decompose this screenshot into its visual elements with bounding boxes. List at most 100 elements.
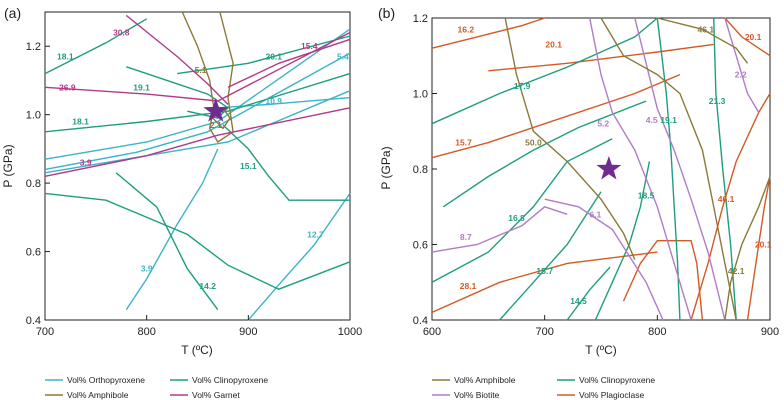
contour-label: 15.7	[455, 138, 472, 148]
star-marker	[203, 98, 229, 122]
contour-line	[431, 73, 681, 159]
legend-entry: Vol% Plagioclase	[579, 390, 644, 400]
contour-line	[431, 138, 613, 283]
contour-label: 19.1	[133, 82, 150, 92]
contour-label: 18.1	[57, 51, 74, 61]
contour-line	[222, 124, 350, 201]
star-marker	[596, 156, 622, 180]
legend-entry: Vol% Clinopyroxene	[579, 375, 655, 385]
contour-label: 2.1	[210, 120, 222, 130]
contour-label: 19.1	[660, 115, 677, 125]
contour-line	[125, 14, 229, 105]
contour-label: 18.5	[638, 190, 655, 200]
y-tick-label: 0.6	[26, 247, 41, 259]
x-tick-label: 700	[535, 326, 553, 338]
contour-line	[488, 43, 714, 72]
contour-line	[431, 17, 658, 125]
contour-line	[690, 93, 771, 321]
contour-label: 5.4	[337, 51, 349, 61]
contour-label: 16.2	[458, 24, 475, 34]
y-axis-label: P (GPa)	[1, 144, 15, 187]
contour-label: 21.3	[709, 96, 726, 106]
contour-line	[44, 72, 351, 133]
plot-frame	[44, 11, 351, 321]
contour-line	[746, 176, 771, 321]
contour-line	[44, 18, 148, 75]
contour-label: 2.2	[735, 70, 747, 80]
contour-line	[212, 107, 231, 130]
contour-label: 17.9	[514, 81, 531, 91]
panel-a: (a) 5.4 10.9 3.9 12.7 18.1 20.1 19.1 18.1 14.2 15…	[1, 5, 362, 400]
y-tick-label: 1.2	[26, 41, 41, 53]
contour-line	[44, 192, 351, 290]
contour-label: 3.9	[141, 264, 153, 274]
legend-entry: Vol% Orthopyroxene	[67, 375, 145, 385]
y-tick-label: 1.0	[26, 110, 41, 122]
panel-label: (a)	[4, 5, 21, 21]
x-tick-label: 1000	[338, 326, 362, 338]
contour-label: 20.1	[265, 51, 282, 61]
contour-label: 15.4	[301, 41, 318, 51]
plot-frame	[431, 17, 771, 321]
contour-line	[657, 17, 749, 64]
contour-line	[544, 198, 664, 321]
contour-line	[724, 17, 760, 113]
contour-label: 5.1	[195, 65, 207, 75]
star-icon	[203, 98, 229, 122]
contour-line	[504, 17, 636, 260]
y-tick-label: 0.4	[413, 315, 428, 327]
x-tick-label: 800	[137, 326, 155, 338]
x-axis-label: T (ºC)	[585, 343, 617, 357]
panel-b: (b) 16.2 20.1 15.7 28.1 20.1 46.1 20.1 17.9 16.8…	[378, 5, 779, 400]
x-tick-label: 900	[239, 326, 257, 338]
contour-line	[600, 17, 737, 321]
contour-lines	[431, 17, 771, 321]
contour-line	[125, 148, 219, 311]
axis-ticks: 600 700 800 900 0.4 0.6 0.8 1.0 1.2	[413, 13, 779, 338]
panel-label: (b)	[378, 5, 395, 21]
contour-line	[431, 206, 568, 253]
legend-entry: Vol% Amphibole	[67, 390, 129, 400]
contour-line	[115, 172, 219, 311]
contour-line	[442, 100, 647, 208]
x-axis-label: T (ºC)	[181, 343, 213, 357]
contour-line	[247, 193, 351, 321]
x-tick-label: 700	[36, 326, 54, 338]
contour-line	[44, 90, 351, 174]
contour-line	[589, 17, 692, 321]
legend-entry: Vol% Amphibole	[454, 375, 516, 385]
contour-line	[44, 52, 351, 171]
contour-label: 12.7	[307, 229, 324, 239]
y-tick-label: 0.8	[413, 164, 428, 176]
x-tick-label: 600	[423, 326, 441, 338]
contour-label: 50.0	[525, 138, 542, 148]
contour-line	[44, 31, 351, 102]
contour-label: 14.2	[199, 281, 216, 291]
contour-label: 8.7	[460, 232, 472, 242]
legend-entry: Vol% Biotite	[454, 390, 500, 400]
contour-line	[656, 17, 681, 321]
legend: Vol% Amphibole Vol% Clinopyroxene Vol% Bio…	[432, 375, 655, 400]
star-icon	[596, 156, 622, 180]
x-tick-label: 900	[761, 326, 779, 338]
contour-label: 28.1	[460, 281, 477, 291]
contour-line	[634, 17, 726, 321]
contour-label: 20.1	[545, 39, 562, 49]
contour-line	[622, 240, 704, 321]
contour-line	[181, 11, 234, 143]
contour-label: 26.9	[59, 82, 76, 92]
contour-line	[724, 176, 771, 321]
contour-line	[217, 96, 351, 109]
contour-label: 3.9	[80, 158, 92, 168]
contour-label: 16.8	[508, 213, 525, 223]
contour-label: 15.1	[240, 161, 257, 171]
contour-label: 4.5	[646, 115, 658, 125]
contour-label: 6.1	[589, 209, 601, 219]
y-axis-label: P (GPa)	[379, 146, 393, 189]
contour-label: 42.1	[728, 266, 745, 276]
contour-line	[44, 28, 351, 160]
contour-label: 14.5	[570, 296, 587, 306]
contour-line	[431, 17, 545, 49]
contour-line	[566, 266, 611, 321]
